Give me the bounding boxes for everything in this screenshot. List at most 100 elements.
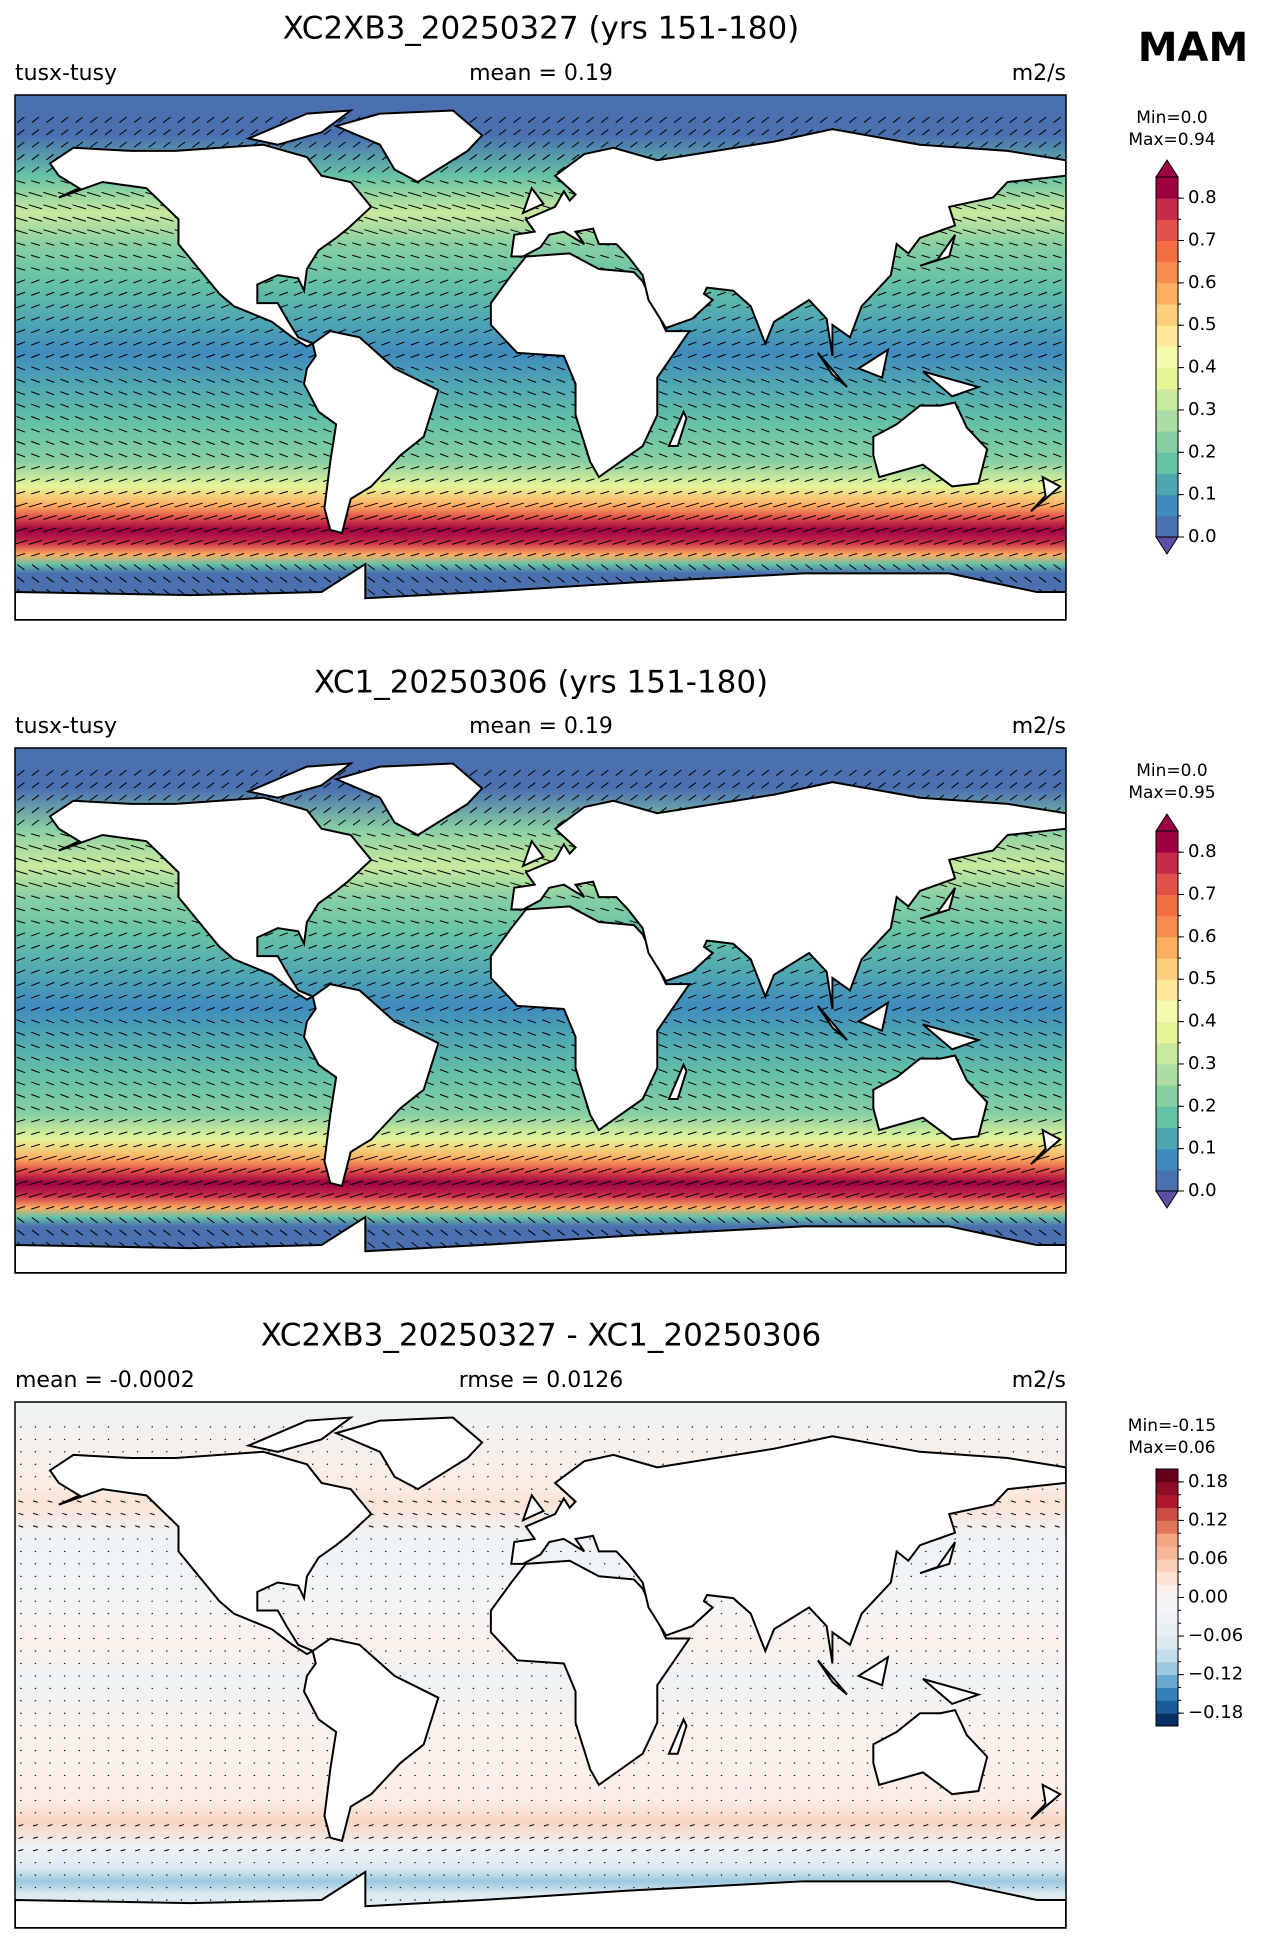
arrow [279,1081,288,1086]
arrow [74,1106,84,1111]
arrow [468,403,478,408]
arrow [863,416,872,421]
arrow [15,527,28,533]
arrow [147,353,157,358]
arrow [206,1106,215,1111]
arrow [714,539,729,545]
arrow [863,957,872,962]
arrow [541,428,551,433]
arrow [1023,428,1033,433]
arrow [104,279,113,284]
arrow [731,957,741,962]
arrow [687,453,697,458]
arrow [936,291,945,296]
arrow [962,502,977,508]
arrow [352,242,362,246]
arrow [393,527,408,533]
arrow [965,316,975,321]
arrow [1052,982,1062,987]
arrow [395,969,405,974]
arrow [220,378,230,383]
arrow [308,944,318,949]
arrow [936,366,945,371]
arrow [104,391,113,396]
arrow [45,416,55,421]
arrow [541,366,551,371]
arrow [615,769,624,776]
arrow [702,391,712,396]
arrow [731,316,741,321]
arrow [381,907,391,912]
arrow [833,1056,843,1061]
arrow [703,141,711,148]
left-label: tusx-tusy [15,61,117,86]
arrow [717,440,726,445]
arrow [571,564,580,571]
arrow [454,166,463,173]
arrow [220,1044,230,1049]
arrow [702,478,712,482]
arrow [1009,141,1018,148]
arrow [308,440,318,445]
arrow [232,514,247,520]
arrow [103,920,113,924]
arrow [877,1056,887,1061]
arrow [790,969,799,974]
colorbar-segment [1156,261,1178,284]
arrow [206,304,215,309]
arrow [950,304,960,309]
colorbar-segment [1156,515,1178,538]
arrow [950,329,960,334]
arrow [148,141,157,148]
arrow [118,1019,128,1024]
arrow [819,1056,829,1061]
arrow [790,403,799,408]
arrow [644,782,653,789]
arrow [322,932,332,937]
arrow [191,982,201,987]
arrow [16,1019,26,1024]
arrow [60,304,70,309]
arrow [381,341,391,346]
arrow [483,1056,493,1061]
arrow [232,502,247,508]
arrow [848,116,857,123]
arrow [1023,1019,1033,1024]
arrow [45,1131,55,1135]
arrow [495,869,510,875]
arrow [498,994,507,999]
arrow [557,564,565,571]
arrow [294,794,303,801]
arrow [790,1031,799,1036]
arrow [206,428,215,433]
arrow [965,291,975,296]
arrow [892,329,902,334]
arrow [395,478,405,482]
arrow [308,291,318,296]
arrow [220,1081,230,1086]
arrow [118,391,128,396]
arrow [468,957,478,962]
arrow [863,304,872,309]
arrow [994,1006,1004,1011]
arrow [1023,969,1033,974]
panel-title: XC1_20250306 (yrs 151-180) [314,665,768,701]
arrow [191,1119,201,1123]
arrow [1009,1056,1018,1061]
arrow [439,291,449,296]
arrow [687,994,697,999]
arrow [162,895,172,899]
arrow [133,1006,143,1011]
arrow [439,180,449,184]
arrow [72,216,87,222]
arrow [906,1019,916,1024]
arrow [468,907,478,912]
arrow [571,116,580,123]
arrow [439,478,449,482]
arrow [761,129,770,136]
arrow [510,204,524,210]
arrow [630,116,638,123]
arrow [104,316,113,321]
arrow [468,478,478,482]
arrow [28,514,43,520]
